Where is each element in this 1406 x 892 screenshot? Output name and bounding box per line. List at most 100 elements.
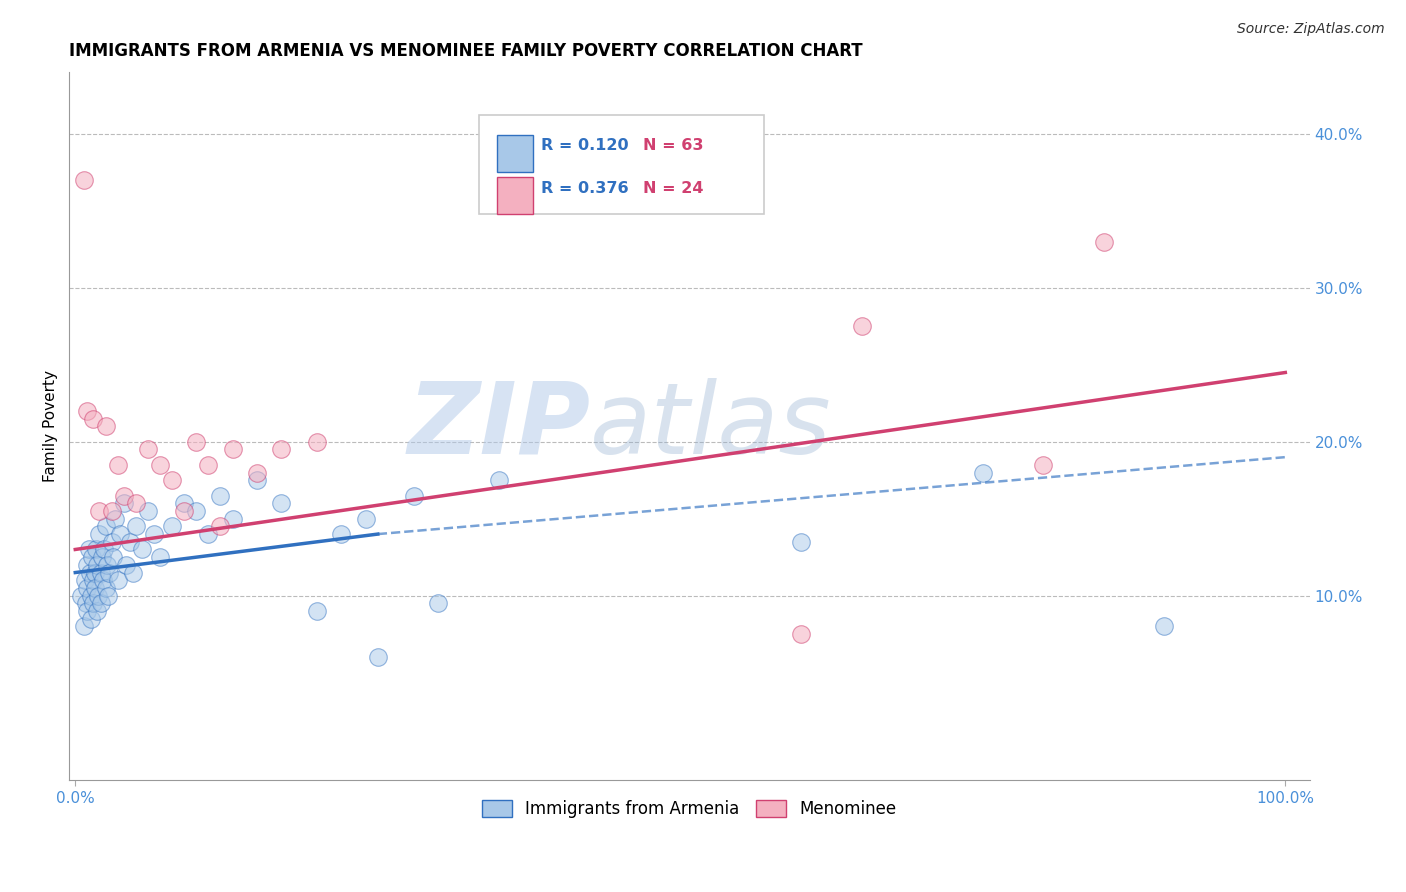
Point <box>122 566 145 580</box>
Point <box>307 604 329 618</box>
Legend: Immigrants from Armenia, Menominee: Immigrants from Armenia, Menominee <box>475 794 904 825</box>
Point <box>94 519 117 533</box>
Point <box>270 442 292 457</box>
Point <box>354 511 377 525</box>
Point <box>427 596 450 610</box>
Point <box>100 534 122 549</box>
Point <box>136 442 159 457</box>
Point <box>246 473 269 487</box>
Point <box>89 527 111 541</box>
Point <box>87 589 110 603</box>
Point <box>79 566 101 580</box>
Point <box>112 496 135 510</box>
Point <box>367 650 389 665</box>
Point <box>82 574 104 588</box>
Point <box>173 496 195 510</box>
Point <box>1153 619 1175 633</box>
Point <box>89 504 111 518</box>
Point <box>77 542 100 557</box>
Point <box>73 619 96 633</box>
Point <box>90 566 112 580</box>
Point <box>96 558 118 572</box>
Point <box>90 596 112 610</box>
Point <box>98 566 121 580</box>
Text: ZIP: ZIP <box>408 378 591 475</box>
Point <box>73 574 96 588</box>
Point <box>246 466 269 480</box>
Point <box>101 550 124 565</box>
Point <box>125 496 148 510</box>
Point <box>86 558 108 572</box>
Y-axis label: Family Poverty: Family Poverty <box>44 370 58 483</box>
Text: IMMIGRANTS FROM ARMENIA VS MENOMINEE FAMILY POVERTY CORRELATION CHART: IMMIGRANTS FROM ARMENIA VS MENOMINEE FAM… <box>69 42 863 60</box>
Point <box>972 466 994 480</box>
Point <box>404 489 426 503</box>
Point <box>108 527 131 541</box>
Point <box>115 558 138 572</box>
Point <box>197 458 219 472</box>
Point <box>82 411 104 425</box>
FancyBboxPatch shape <box>498 178 533 214</box>
Point <box>86 604 108 618</box>
Text: R = 0.120: R = 0.120 <box>540 138 628 153</box>
Point <box>149 458 172 472</box>
Point <box>76 581 98 595</box>
Point <box>94 419 117 434</box>
Point <box>82 550 104 565</box>
Point <box>160 473 183 487</box>
Point <box>173 504 195 518</box>
Point <box>221 442 243 457</box>
Point <box>186 434 208 449</box>
Point <box>107 574 129 588</box>
Point <box>307 434 329 449</box>
Point <box>186 504 208 518</box>
Point <box>142 527 165 541</box>
Point <box>73 173 96 187</box>
Text: Source: ZipAtlas.com: Source: ZipAtlas.com <box>1237 22 1385 37</box>
Point <box>160 519 183 533</box>
Point <box>82 596 104 610</box>
Point <box>790 534 813 549</box>
Point <box>209 489 232 503</box>
Point <box>97 589 120 603</box>
Point <box>76 604 98 618</box>
Point <box>91 574 114 588</box>
FancyBboxPatch shape <box>498 135 533 171</box>
Point <box>90 550 112 565</box>
Point <box>84 542 107 557</box>
Point <box>93 542 115 557</box>
Point <box>136 504 159 518</box>
Point <box>83 566 105 580</box>
Point <box>221 511 243 525</box>
Point <box>94 581 117 595</box>
Text: atlas: atlas <box>591 378 832 475</box>
Text: R = 0.376: R = 0.376 <box>540 181 628 195</box>
Point <box>125 519 148 533</box>
Text: N = 63: N = 63 <box>644 138 704 153</box>
Point <box>851 319 873 334</box>
Point <box>488 473 510 487</box>
Point <box>118 534 141 549</box>
Point <box>149 550 172 565</box>
Point <box>209 519 232 533</box>
Point <box>70 589 93 603</box>
Point <box>790 627 813 641</box>
Point <box>76 404 98 418</box>
Point <box>75 596 97 610</box>
Point <box>1092 235 1115 249</box>
FancyBboxPatch shape <box>478 115 763 214</box>
Point <box>100 504 122 518</box>
Point <box>80 612 103 626</box>
Point <box>112 489 135 503</box>
Point <box>270 496 292 510</box>
Point <box>107 458 129 472</box>
Point <box>104 511 127 525</box>
Point <box>197 527 219 541</box>
Point <box>131 542 153 557</box>
Point <box>330 527 353 541</box>
Text: N = 24: N = 24 <box>644 181 704 195</box>
Point <box>76 558 98 572</box>
Point <box>1032 458 1054 472</box>
Point <box>80 589 103 603</box>
Point <box>83 581 105 595</box>
